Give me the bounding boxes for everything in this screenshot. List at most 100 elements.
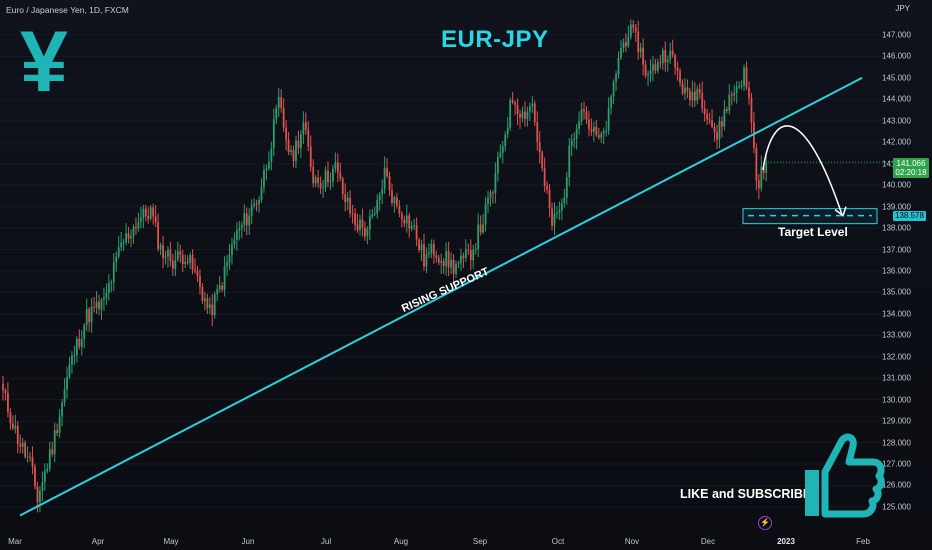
candle-body bbox=[181, 254, 184, 265]
candle-body bbox=[368, 216, 371, 230]
candle-body bbox=[162, 245, 164, 258]
candle-body bbox=[521, 111, 524, 118]
candle-body bbox=[721, 121, 723, 127]
candle-body bbox=[423, 244, 425, 267]
candle-body bbox=[107, 283, 110, 293]
candle-body bbox=[312, 166, 315, 184]
candle-body bbox=[733, 92, 736, 96]
candle-body bbox=[725, 109, 728, 111]
candle-body bbox=[66, 376, 68, 390]
candle-body bbox=[317, 177, 320, 183]
candle-body bbox=[75, 338, 78, 356]
candle-body bbox=[189, 254, 192, 263]
candle-body bbox=[211, 304, 214, 316]
candle-body bbox=[528, 106, 531, 112]
candle-body bbox=[428, 252, 430, 255]
candle-body bbox=[243, 213, 246, 225]
candle-body bbox=[41, 482, 44, 491]
candle-body bbox=[691, 91, 694, 101]
candle-body bbox=[420, 244, 423, 251]
candle-body bbox=[376, 200, 379, 214]
candle-body bbox=[21, 442, 24, 447]
candle-body bbox=[233, 239, 236, 245]
chart-title: EUR-JPY bbox=[441, 26, 549, 53]
candle-body bbox=[750, 97, 753, 123]
candle-body bbox=[98, 301, 100, 310]
candle-body bbox=[526, 111, 529, 119]
candle-body bbox=[29, 456, 31, 458]
candle-body bbox=[590, 129, 593, 132]
candle-body bbox=[661, 50, 664, 64]
candle-body bbox=[654, 64, 657, 71]
price-tick-label: 144.000 bbox=[882, 94, 911, 104]
candle-body bbox=[506, 127, 509, 135]
candle-body bbox=[516, 105, 519, 115]
candle-body bbox=[196, 270, 199, 277]
candle-body bbox=[381, 189, 384, 195]
candle-body bbox=[260, 187, 263, 200]
time-tick-label: Sep bbox=[472, 537, 488, 546]
candle-body bbox=[538, 141, 541, 153]
candle-body bbox=[479, 224, 482, 233]
candle-body bbox=[541, 152, 544, 169]
candle-body bbox=[344, 194, 347, 203]
price-tick-label: 128.000 bbox=[882, 438, 911, 448]
time-tick-label: Aug bbox=[393, 537, 409, 546]
target-level-label: Target Level bbox=[778, 225, 848, 239]
candle-body bbox=[176, 251, 179, 260]
candle-body bbox=[90, 306, 93, 323]
candle-body bbox=[413, 225, 416, 227]
price-tick-label: 136.000 bbox=[882, 266, 911, 276]
candle-body bbox=[304, 122, 307, 130]
candle-body bbox=[208, 304, 211, 308]
candle-body bbox=[167, 249, 169, 257]
candle-body bbox=[489, 192, 492, 198]
candle-body bbox=[612, 81, 615, 97]
candle-body bbox=[275, 108, 278, 120]
price-tick-label: 145.000 bbox=[882, 73, 911, 83]
candle-body bbox=[351, 213, 354, 215]
candle-body bbox=[228, 254, 231, 263]
price-tick-label: 134.000 bbox=[882, 309, 911, 319]
candle-body bbox=[524, 111, 526, 119]
candle-body bbox=[558, 210, 561, 213]
candle-body bbox=[671, 50, 674, 56]
candle-body bbox=[624, 42, 627, 47]
candle-body bbox=[36, 486, 39, 503]
candle-body bbox=[295, 140, 297, 161]
candle-body bbox=[213, 294, 216, 316]
candle-body bbox=[61, 402, 63, 417]
candle-body bbox=[735, 86, 738, 93]
candle-body bbox=[730, 94, 733, 96]
candle-body bbox=[71, 355, 73, 365]
candle-body bbox=[494, 173, 497, 194]
candle-body bbox=[135, 226, 137, 229]
candle-body bbox=[706, 114, 709, 120]
candle-body bbox=[445, 251, 448, 267]
candle-body bbox=[346, 197, 349, 203]
candle-body bbox=[425, 254, 428, 267]
candle-body bbox=[499, 152, 502, 157]
candle-body bbox=[53, 430, 56, 455]
price-tick-label: 135.000 bbox=[882, 287, 911, 297]
candle-body bbox=[105, 292, 108, 298]
candle-body bbox=[716, 132, 718, 140]
candle-body bbox=[373, 213, 376, 215]
candle-body bbox=[334, 162, 337, 169]
candle-body bbox=[388, 175, 391, 191]
candle-body bbox=[125, 233, 127, 243]
candle-body bbox=[73, 355, 76, 357]
candle-body bbox=[110, 282, 113, 284]
candle-body bbox=[469, 250, 472, 261]
candle-body bbox=[307, 129, 310, 147]
time-tick-label: Nov bbox=[624, 537, 640, 546]
candle-body bbox=[157, 221, 160, 249]
candle-body bbox=[339, 172, 342, 179]
candle-body bbox=[656, 62, 659, 71]
candle-body bbox=[610, 96, 613, 108]
candle-body bbox=[327, 170, 329, 183]
flash-icon[interactable]: ⚡ bbox=[758, 516, 772, 530]
candle-body bbox=[201, 286, 204, 301]
candle-body bbox=[139, 217, 142, 222]
